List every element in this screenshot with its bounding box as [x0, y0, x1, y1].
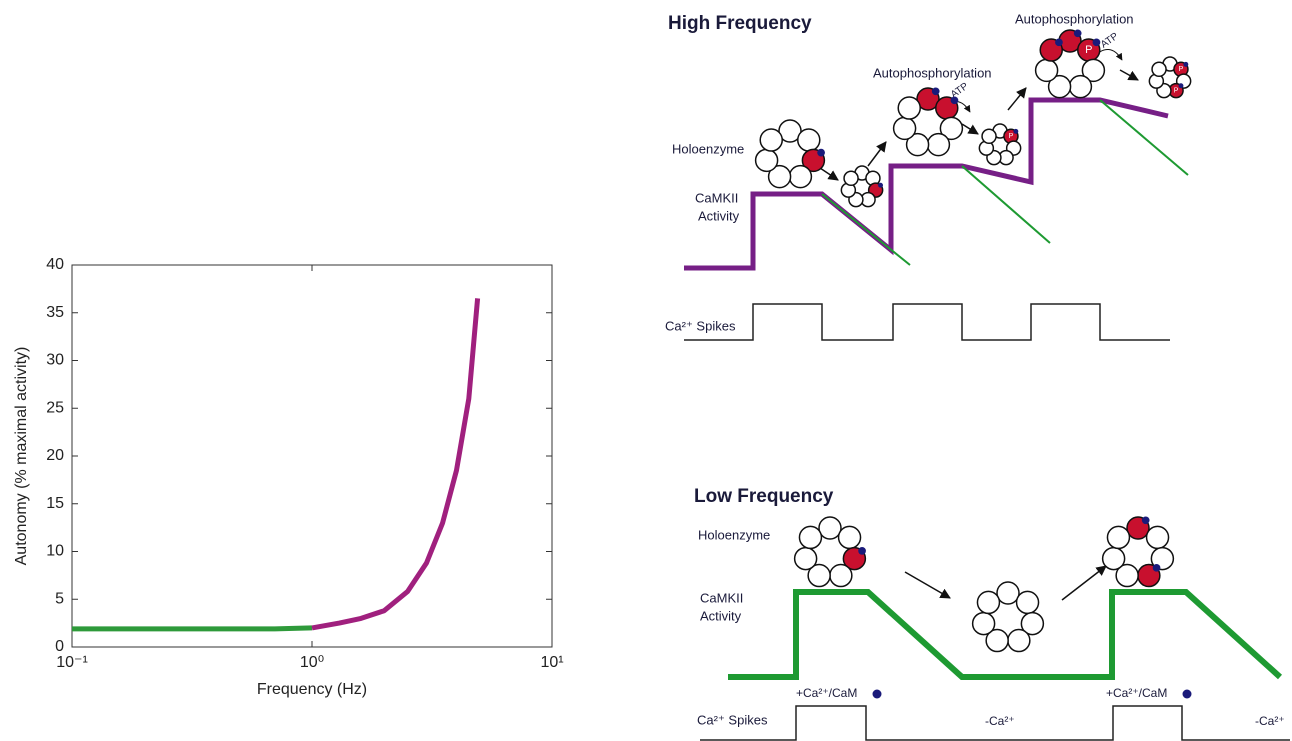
- y-tick-label: 5: [55, 590, 64, 607]
- plot-frame: [72, 265, 552, 647]
- label: CaMKII: [695, 190, 738, 205]
- subunit: [1008, 630, 1030, 652]
- label: +Ca²⁺/CaM: [796, 686, 857, 700]
- y-tick-label: 25: [46, 399, 64, 416]
- cam-dot: [932, 87, 940, 95]
- subunit: [789, 166, 811, 188]
- phospho-label: P: [1174, 87, 1179, 94]
- y-tick-label: 10: [46, 543, 64, 560]
- figure: Frequency (Hz) Autonomy (% maximal activ…: [0, 0, 1292, 741]
- subunit: [982, 129, 996, 143]
- spike-trace: [684, 304, 1170, 340]
- plot: Frequency (Hz) Autonomy (% maximal activ…: [13, 256, 563, 698]
- diagram-title: High Frequency: [668, 13, 812, 34]
- y-tick-label: 30: [46, 352, 64, 369]
- y-tick-label: 15: [46, 495, 64, 512]
- cam-dot: [1179, 83, 1184, 88]
- subunit: [756, 149, 778, 171]
- cam-dot: [1153, 564, 1161, 572]
- phospho-label: P: [1009, 133, 1014, 140]
- subunit: [1036, 59, 1058, 81]
- label: CaMKII: [700, 590, 743, 605]
- label: Activity: [698, 208, 740, 223]
- subunit: [973, 613, 995, 635]
- subunit: [898, 97, 920, 119]
- cam-dot: [1142, 516, 1150, 524]
- subunit: [997, 582, 1019, 604]
- cam-dot: [951, 96, 959, 104]
- y-tick-label: 20: [46, 447, 64, 464]
- label: Autophosphorylation: [873, 65, 992, 80]
- subunit: [844, 171, 858, 185]
- subunit: [894, 117, 916, 139]
- phospho-label: P: [1179, 66, 1184, 73]
- subunit: [760, 129, 782, 151]
- y-axis-title: Autonomy (% maximal activity): [13, 347, 30, 566]
- subunit: [1017, 591, 1039, 613]
- cam-dot: [1093, 38, 1101, 46]
- subunit: [1152, 62, 1166, 76]
- subunit: [795, 548, 817, 570]
- cam-dot: [1183, 62, 1188, 67]
- y-tick-label: 0: [55, 638, 64, 655]
- subunit: [839, 526, 861, 548]
- subunit: [1069, 76, 1091, 98]
- subunit: [927, 134, 949, 156]
- subunit: [830, 565, 852, 587]
- label: -Ca²⁺: [1255, 714, 1285, 728]
- subunit: [798, 129, 820, 151]
- subunit: [1103, 548, 1125, 570]
- phospho-label: P: [1085, 44, 1092, 56]
- cam-dot: [1183, 690, 1192, 699]
- diagram-title: Low Frequency: [694, 486, 834, 507]
- cam-dot: [858, 547, 866, 555]
- x-axis-title: Frequency (Hz): [257, 681, 367, 698]
- label: -Ca²⁺: [985, 714, 1015, 728]
- y-tick-label: 35: [46, 304, 64, 321]
- label: Activity: [700, 608, 742, 623]
- x-tick-label: 10⁰: [300, 654, 324, 671]
- y-tick-label: 40: [46, 256, 64, 273]
- cam-dot: [1013, 129, 1018, 134]
- cam-dot: [873, 690, 882, 699]
- cam-dot: [1074, 29, 1082, 37]
- diagrams: High Frequency Holoenzyme CaMKII Activit…: [665, 11, 1290, 740]
- subunit: [1107, 526, 1129, 548]
- activity-trace: [684, 100, 1168, 268]
- x-tick-label: 10¹: [540, 654, 563, 671]
- label: Holoenzyme: [672, 141, 744, 156]
- label: Ca²⁺ Spikes: [697, 712, 768, 727]
- subunit: [819, 517, 841, 539]
- label: ATP: [1099, 31, 1121, 51]
- subunit: [977, 591, 999, 613]
- label: Ca²⁺ Spikes: [665, 318, 736, 333]
- cam-dot: [817, 149, 825, 157]
- x-tick-label: 10⁻¹: [56, 654, 88, 671]
- label: Autophosphorylation: [1015, 11, 1134, 26]
- label: +Ca²⁺/CaM: [1106, 686, 1167, 700]
- subunit: [1147, 526, 1169, 548]
- subunit: [799, 526, 821, 548]
- data-line: [72, 628, 312, 629]
- data-line: [312, 298, 478, 628]
- cam-dot: [1055, 38, 1063, 46]
- cam-dot: [878, 183, 883, 188]
- label: Holoenzyme: [698, 527, 770, 542]
